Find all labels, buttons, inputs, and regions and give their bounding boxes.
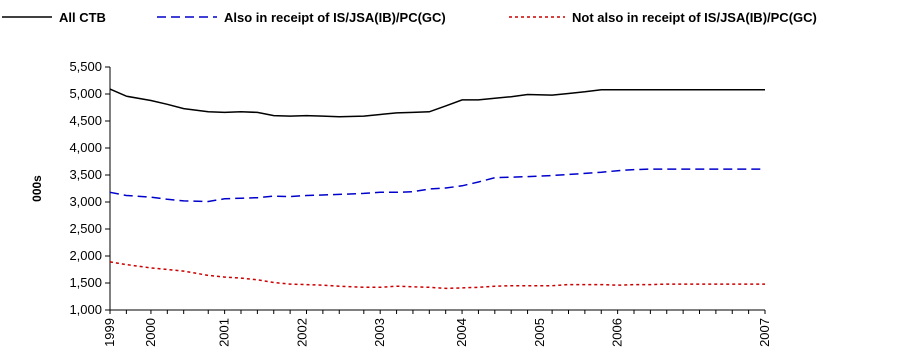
axes: 1,000 1,500 2,000 2,500 3,000 3,500 4,000 4,500… <box>69 59 772 347</box>
x-tick-label: 2007 <box>757 318 772 347</box>
y-tick-label: 1,500 <box>69 275 102 290</box>
x-tick-label: 2001 <box>217 318 232 347</box>
y-tick-label: 3,500 <box>69 167 102 182</box>
legend-label-3: Not also in receipt of IS/JSA(IB)/PC(GC) <box>572 10 817 25</box>
x-tick-label: 2000 <box>143 318 158 347</box>
series-line-2 <box>109 168 765 203</box>
y-tick-label: 2,000 <box>69 248 102 263</box>
y-tick-label: 5,500 <box>69 59 102 74</box>
legend: All CTB Also in receipt of IS/JSA(IB)/PC(… <box>2 10 817 25</box>
x-tick-label: 1999 <box>102 318 117 347</box>
y-tick-label: 2,500 <box>69 221 102 236</box>
x-tick-label: 2006 <box>610 318 625 347</box>
y-tick-label: 3,000 <box>69 194 102 209</box>
series-line-3 <box>109 261 765 290</box>
legend-label-1: All CTB <box>59 10 106 25</box>
y-axis-title: 000s <box>30 175 44 202</box>
x-tick-label: 2004 <box>454 318 469 347</box>
y-tick-label: 5,000 <box>69 86 102 101</box>
legend-label-2: Also in receipt of IS/JSA(IB)/PC(GC) <box>224 10 446 25</box>
x-tick-label: 2002 <box>294 318 309 347</box>
series-layer <box>109 88 765 290</box>
series-line-1 <box>109 88 765 118</box>
x-tick-label: 2005 <box>532 318 547 347</box>
y-tick-label: 4,000 <box>69 140 102 155</box>
y-tick-label: 4,500 <box>69 113 102 128</box>
x-tick-label: 2003 <box>372 318 387 347</box>
y-tick-label: 1,000 <box>69 302 102 317</box>
